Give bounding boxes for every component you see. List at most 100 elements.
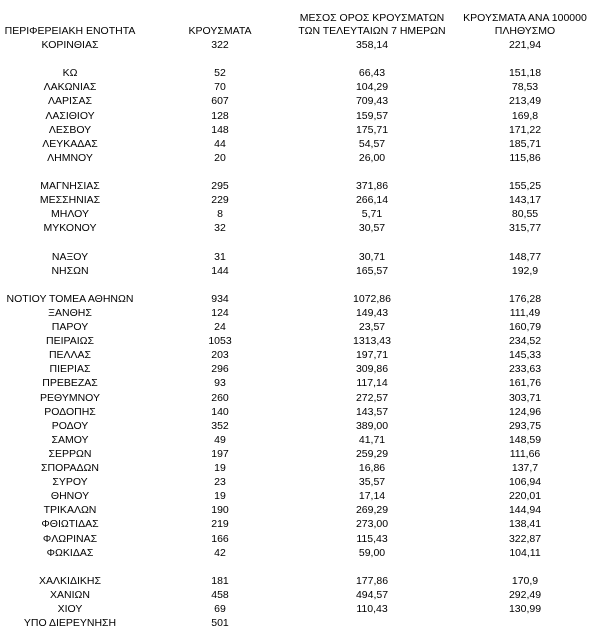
cases: 934	[211, 292, 229, 305]
cases-per-100k: 213,49	[508, 95, 542, 108]
region-name: ΝΗΣΩΝ	[51, 264, 89, 277]
region-name: ΥΠΟ ΔΙΕΡΕΥΝΗΣΗ	[23, 617, 117, 630]
cases-per-100k: 160,79	[508, 321, 542, 333]
cases: 42	[214, 546, 226, 559]
region-name: ΛΑΣΙΘΙΟΥ	[45, 109, 95, 122]
cases-per-100k: 130,99	[508, 603, 542, 615]
cases: 52	[214, 67, 226, 80]
cases: 197	[211, 447, 229, 460]
cases: 93	[214, 377, 226, 390]
region-name: ΣΕΡΡΩΝ	[48, 447, 92, 460]
region-name: ΜΕΣΣΗΝΙΑΣ	[39, 194, 101, 207]
seven-day-average: 177,86	[355, 574, 389, 587]
cases-per-100k: 151,18	[508, 67, 542, 80]
region-name: ΠΕΛΛΑΣ	[48, 349, 92, 362]
cases: 8	[217, 208, 223, 221]
cases-per-100k: 145,33	[508, 349, 542, 362]
seven-day-average: 5,71	[361, 208, 383, 221]
region-name: ΜΗΛΟΥ	[51, 208, 89, 221]
cases: 128	[211, 109, 229, 122]
cases-per-100k: 315,77	[508, 222, 542, 235]
cases: 166	[211, 532, 229, 545]
header-cell: ΠΕΡΙΦΕΡΕΙΑΚΗ ΕΝΟΤΗΤΑ	[4, 25, 136, 37]
cases-per-100k: 115,86	[509, 151, 541, 164]
cases: 70	[214, 81, 226, 94]
seven-day-average: 273,00	[355, 518, 389, 531]
cases: 203	[211, 349, 229, 362]
seven-day-average: 30,57	[358, 222, 386, 235]
header-cell: ΠΛΗΘΥΣΜΟ	[494, 25, 556, 37]
region-name: ΤΡΙΚΑΛΩΝ	[43, 504, 97, 517]
header-cell: ΚΡΟΥΣΜΑΤΑ ΑΝΑ 100000	[463, 12, 587, 24]
region-name: ΣΑΜΟΥ	[51, 433, 89, 446]
cases-per-100k: 161,76	[508, 377, 542, 390]
cases-per-100k: 104,11	[509, 546, 541, 559]
cases-per-100k: 106,94	[508, 476, 542, 489]
region-name: ΠΙΕΡΙΑΣ	[49, 363, 91, 376]
header-cell: ΚΡΟΥΣΜΑΤΑ	[188, 25, 252, 37]
seven-day-average: 149,43	[355, 306, 389, 319]
cases: 190	[211, 504, 229, 517]
region-name: ΛΕΥΚΑΔΑΣ	[42, 137, 98, 150]
region-name: ΡΟΔΟΥ	[51, 419, 89, 432]
seven-day-average: 159,57	[355, 109, 389, 122]
region-name: ΠΑΡΟΥ	[51, 321, 89, 333]
cases-per-100k: 221,94	[508, 39, 542, 51]
header-cell: ΜΕΣΟΣ ΟΡΟΣ ΚΡΟΥΣΜΑΤΩΝ	[299, 12, 445, 24]
cases-per-100k: 292,49	[508, 588, 542, 601]
region-name: ΚΩ	[62, 67, 78, 80]
cases: 44	[214, 137, 226, 150]
cases-per-100k: 171,22	[508, 123, 542, 136]
cases: 31	[214, 250, 226, 263]
cases-per-100k: 144,94	[508, 504, 542, 517]
cases-per-100k: 78,53	[511, 81, 539, 94]
region-name: ΘΗΝΟΥ	[50, 490, 90, 503]
cases-per-100k: 148,77	[508, 250, 542, 263]
seven-day-average: 59,00	[358, 546, 386, 559]
seven-day-average: 110,43	[356, 603, 388, 615]
cases-per-100k: 169,8	[511, 109, 539, 122]
seven-day-average: 1313,43	[353, 335, 391, 348]
cases: 296	[211, 363, 229, 376]
cases-per-100k: 80,55	[511, 208, 539, 221]
seven-day-average: 269,29	[355, 504, 389, 517]
cases-per-100k: 234,52	[508, 335, 542, 348]
seven-day-average: 272,57	[355, 391, 389, 404]
region-name: ΜΑΓΝΗΣΙΑΣ	[40, 180, 100, 192]
cases-per-100k: 233,63	[508, 363, 542, 376]
seven-day-average: 54,57	[358, 137, 386, 150]
cases: 181	[211, 574, 229, 587]
cases-per-100k: 192,9	[511, 264, 539, 277]
seven-day-average: 104,29	[355, 81, 389, 94]
cases: 24	[214, 321, 226, 333]
cases-per-100k: 137,7	[511, 462, 539, 474]
region-name: ΧΙΟΥ	[57, 603, 83, 615]
cases: 322	[211, 39, 229, 51]
region-name: ΦΛΩΡΙΝΑΣ	[42, 532, 98, 545]
cases-per-100k: 303,71	[508, 391, 542, 404]
cases: 1053	[208, 335, 232, 348]
seven-day-average: 371,86	[355, 180, 389, 192]
region-name: ΚΟΡΙΝΘΙΑΣ	[41, 39, 99, 51]
cases-per-100k: 176,28	[508, 292, 542, 305]
region-name: ΠΡΕΒΕΖΑΣ	[42, 377, 98, 390]
region-name: ΝΑΞΟΥ	[51, 250, 89, 263]
region-name: ΠΕΙΡΑΙΩΣ	[46, 335, 94, 348]
seven-day-average: 16,86	[358, 462, 386, 474]
seven-day-average: 165,57	[355, 264, 389, 277]
cases: 23	[214, 476, 226, 489]
seven-day-average: 266,14	[355, 194, 389, 207]
seven-day-average: 709,43	[355, 95, 389, 108]
region-name: ΦΩΚΙΔΑΣ	[46, 546, 94, 559]
cases: 501	[211, 617, 229, 630]
region-name: ΦΘΙΩΤΙΔΑΣ	[41, 518, 99, 531]
seven-day-average: 117,14	[356, 377, 388, 390]
cases-per-100k: 155,25	[508, 180, 542, 192]
cases: 229	[211, 194, 229, 207]
region-name: ΛΑΚΩΝΙΑΣ	[43, 81, 97, 94]
cases-per-100k: 148,59	[508, 433, 542, 446]
cases: 19	[214, 490, 226, 503]
region-name: ΜΥΚΟΝΟΥ	[43, 222, 97, 235]
seven-day-average: 17,14	[358, 490, 386, 503]
cases-per-100k: 111,49	[509, 306, 541, 319]
